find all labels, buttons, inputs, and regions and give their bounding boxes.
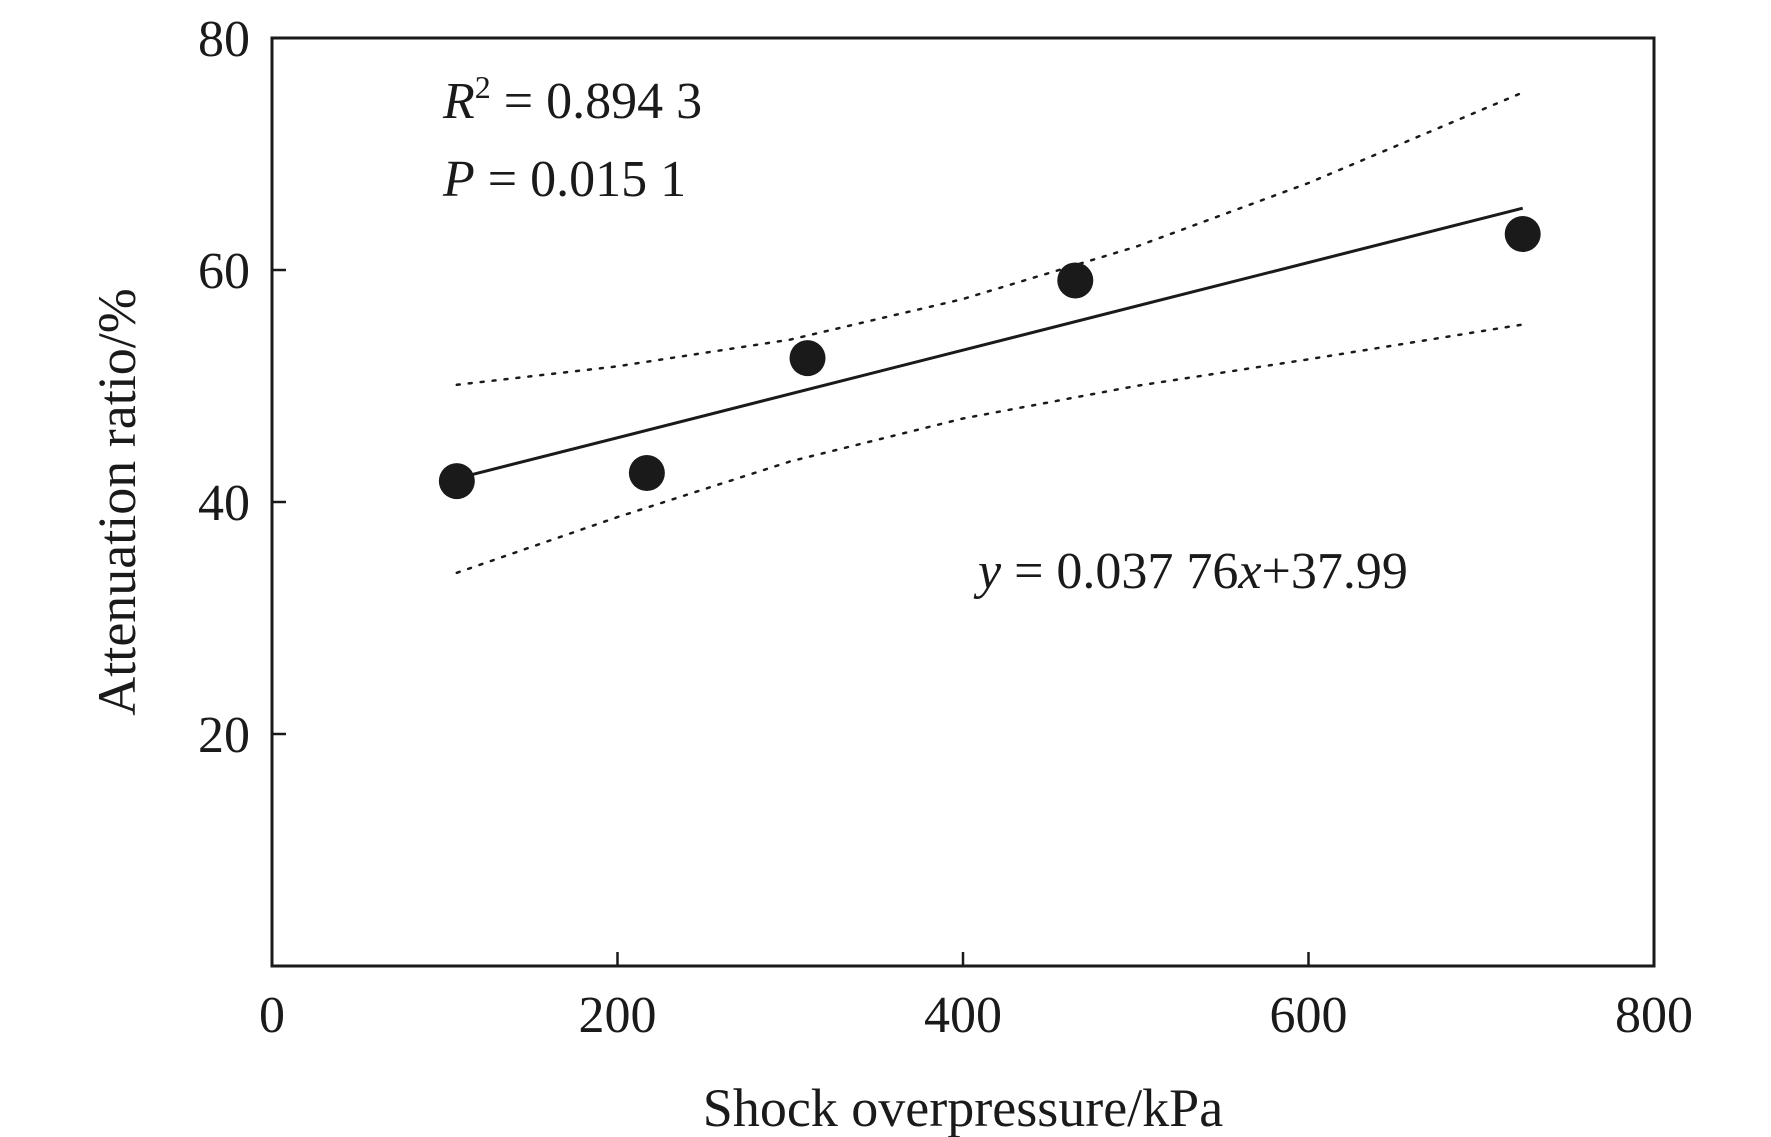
lower-confidence-line bbox=[455, 323, 1524, 575]
equation-slope: = 0.037 76 bbox=[1001, 543, 1238, 600]
axis-ticks bbox=[272, 268, 1310, 966]
p-value: = 0.015 1 bbox=[475, 151, 686, 208]
regression-line bbox=[456, 206, 1524, 480]
regression-line-group bbox=[456, 206, 1524, 480]
r-squared-value: = 0.894 3 bbox=[491, 73, 702, 130]
axis-tick-labels: 0 200 400 600 800 20 40 60 80 bbox=[198, 11, 1693, 1044]
y-tick-label: 60 bbox=[198, 243, 250, 300]
y-axis-title: Attenuation ratio/% bbox=[87, 288, 147, 715]
x-tick-label: 400 bbox=[924, 987, 1002, 1044]
equation-y: y bbox=[973, 543, 1002, 600]
y-tick-label: 40 bbox=[198, 475, 250, 532]
r-squared-symbol: R bbox=[442, 73, 475, 130]
x-tick-label: 600 bbox=[1270, 987, 1348, 1044]
data-point bbox=[628, 455, 665, 491]
equation-intercept: +37.99 bbox=[1262, 543, 1408, 600]
p-value-annotation: P = 0.015 1 bbox=[442, 151, 686, 208]
x-tick-label: 200 bbox=[579, 987, 657, 1044]
r-squared-superscript: 2 bbox=[475, 69, 491, 105]
y-tick-label: 80 bbox=[198, 11, 250, 68]
p-symbol: P bbox=[442, 151, 475, 208]
data-point bbox=[1504, 216, 1541, 253]
regression-equation: y = 0.037 76x+37.99 bbox=[973, 543, 1408, 600]
x-axis-title: Shock overpressure/kPa bbox=[703, 1078, 1223, 1137]
confidence-bands bbox=[455, 91, 1524, 575]
equation-x: x bbox=[1237, 543, 1261, 600]
r-squared-annotation: R2 = 0.894 3 bbox=[442, 69, 702, 130]
y-tick-label: 20 bbox=[198, 707, 250, 764]
x-tick-label: 800 bbox=[1615, 987, 1693, 1044]
x-tick-label: 0 bbox=[259, 987, 285, 1044]
data-point bbox=[438, 463, 475, 500]
data-points bbox=[438, 216, 1541, 500]
data-point bbox=[1057, 262, 1094, 299]
upper-confidence-line bbox=[455, 91, 1524, 387]
data-point bbox=[789, 340, 826, 377]
